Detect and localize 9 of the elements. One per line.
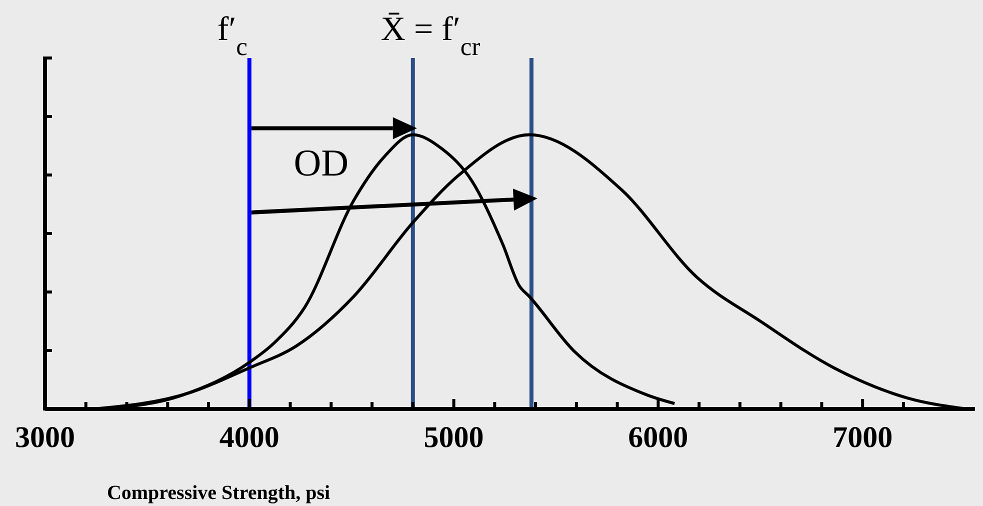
x-tick-label: 5000 [424, 421, 484, 454]
annotation: OD [294, 142, 349, 184]
x-tick-label: 6000 [628, 421, 688, 454]
x-tick-label: 7000 [832, 421, 893, 454]
ref-line-label: X̄ = f′$_{cr}$ [380, 11, 481, 60]
x-axis-title: Compressive Strength, psi [106, 482, 331, 504]
x-tick-label: 4000 [219, 421, 280, 454]
x-tick-label: 3000 [15, 421, 75, 454]
ref-line-label: f′$_{c}$ [217, 11, 248, 60]
